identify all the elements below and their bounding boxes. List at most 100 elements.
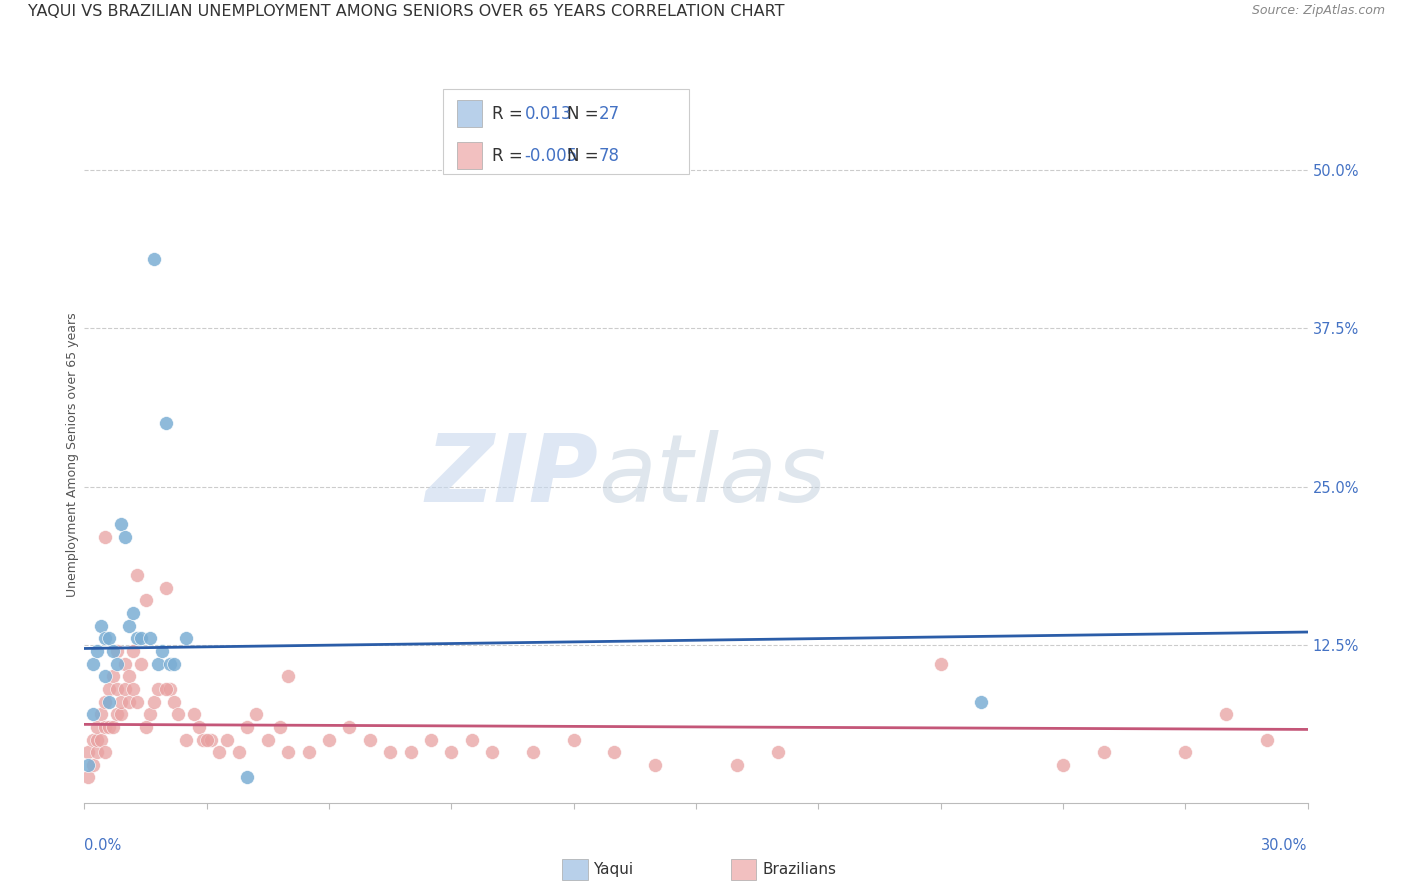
Point	[93, 669, 117, 683]
Point	[127, 568, 149, 582]
Point	[603, 745, 626, 759]
Text: YAQUI VS BRAZILIAN UNEMPLOYMENT AMONG SENIORS OVER 65 YEARS CORRELATION CHART: YAQUI VS BRAZILIAN UNEMPLOYMENT AMONG SE…	[28, 4, 785, 20]
Point	[93, 632, 117, 646]
Point	[86, 644, 108, 658]
Text: 27: 27	[599, 105, 620, 123]
Point	[93, 530, 117, 544]
Point	[82, 657, 104, 671]
Point	[105, 707, 128, 722]
Point	[195, 732, 218, 747]
Point	[159, 681, 181, 696]
Text: R =: R =	[492, 147, 523, 165]
Point	[269, 720, 291, 734]
Point	[90, 707, 112, 722]
Point	[150, 644, 173, 658]
Point	[82, 757, 104, 772]
Point	[766, 745, 789, 759]
Point	[167, 707, 190, 722]
Point	[228, 745, 250, 759]
Point	[217, 732, 239, 747]
Point	[146, 657, 169, 671]
Point	[138, 707, 160, 722]
Point	[163, 657, 186, 671]
Point	[114, 530, 136, 544]
Point	[90, 618, 112, 632]
Point	[105, 681, 128, 696]
Point	[208, 745, 231, 759]
Point	[118, 618, 141, 632]
Point	[257, 732, 280, 747]
Text: N =: N =	[567, 147, 598, 165]
Point	[86, 720, 108, 734]
Point	[138, 632, 160, 646]
Point	[110, 517, 132, 532]
Point	[101, 669, 124, 683]
Text: -0.005: -0.005	[524, 147, 578, 165]
Point	[101, 720, 124, 734]
Point	[399, 745, 422, 759]
Point	[970, 695, 993, 709]
Point	[86, 745, 108, 759]
Point	[97, 720, 120, 734]
Point	[159, 657, 181, 671]
Point	[142, 695, 165, 709]
Point	[339, 720, 361, 734]
Point	[101, 644, 124, 658]
Point	[440, 745, 463, 759]
Point	[110, 707, 132, 722]
Point	[191, 732, 214, 747]
Text: Brazilians: Brazilians	[762, 863, 837, 877]
Text: Yaqui: Yaqui	[593, 863, 634, 877]
Text: 0.0%: 0.0%	[84, 838, 121, 854]
Point	[93, 745, 117, 759]
Point	[122, 644, 145, 658]
Point	[200, 732, 222, 747]
Point	[97, 681, 120, 696]
Point	[929, 657, 952, 671]
Text: 30.0%: 30.0%	[1261, 838, 1308, 854]
Point	[277, 669, 299, 683]
Point	[127, 695, 149, 709]
Point	[522, 745, 544, 759]
Point	[131, 632, 153, 646]
Point	[176, 632, 198, 646]
Point	[93, 695, 117, 709]
Point	[725, 757, 748, 772]
Point	[277, 745, 299, 759]
Point	[236, 771, 259, 785]
Point	[359, 732, 381, 747]
Point	[176, 732, 198, 747]
Point	[1092, 745, 1115, 759]
Point	[461, 732, 484, 747]
Point	[298, 745, 321, 759]
Text: R =: R =	[492, 105, 523, 123]
Point	[97, 695, 120, 709]
Point	[131, 657, 153, 671]
Point	[1256, 732, 1278, 747]
Point	[1052, 757, 1074, 772]
Point	[562, 732, 585, 747]
Point	[187, 720, 209, 734]
Point	[142, 252, 165, 266]
Point	[82, 707, 104, 722]
Point	[163, 695, 186, 709]
Point	[105, 644, 128, 658]
Point	[105, 657, 128, 671]
Point	[380, 745, 402, 759]
Point	[155, 681, 177, 696]
Point	[1174, 745, 1197, 759]
Point	[114, 681, 136, 696]
Point	[146, 681, 169, 696]
Point	[183, 707, 205, 722]
Point	[135, 720, 157, 734]
Point	[155, 581, 177, 595]
Point	[122, 606, 145, 620]
Point	[86, 732, 108, 747]
Point	[135, 593, 157, 607]
Point	[114, 657, 136, 671]
Point	[1215, 707, 1237, 722]
Point	[93, 720, 117, 734]
Text: N =: N =	[567, 105, 598, 123]
Point	[245, 707, 267, 722]
Point	[77, 757, 100, 772]
